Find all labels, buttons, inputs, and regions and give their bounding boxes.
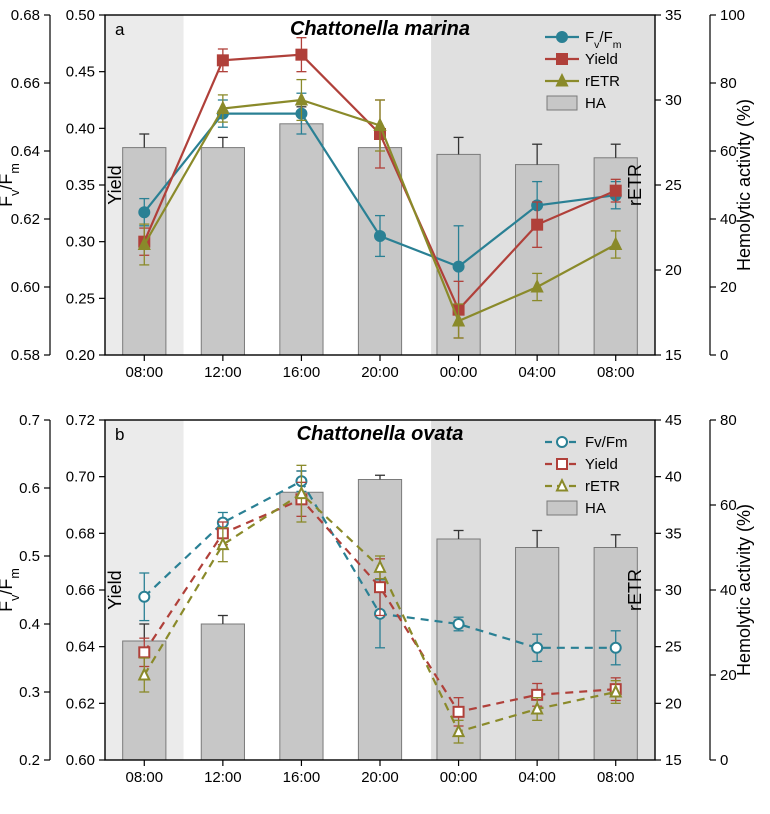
x-tick-label: 16:00 <box>283 364 321 381</box>
y-tick-label: 0.5 <box>19 548 40 565</box>
panel-id: b <box>115 425 124 444</box>
y-tick-label: 0.60 <box>11 279 40 296</box>
bar <box>201 624 244 760</box>
y-tick-label: 20 <box>665 262 682 279</box>
y-tick-label: 40 <box>665 469 682 486</box>
y-tick-label: 0.35 <box>66 177 95 194</box>
y-tick-label: 0.45 <box>66 64 95 81</box>
y-tick-label: 15 <box>665 752 682 769</box>
axis-label-fvfm: Fv/Fm <box>0 568 22 612</box>
y-tick-label: 30 <box>665 582 682 599</box>
y-tick-label: 0 <box>720 347 728 364</box>
y-tick-label: 0.66 <box>11 75 40 92</box>
y-tick-label: 25 <box>665 639 682 656</box>
y-tick-label: 0.68 <box>11 7 40 24</box>
y-tick-label: 35 <box>665 525 682 542</box>
y-tick-label: 0.60 <box>66 752 95 769</box>
legend-label: Yield <box>585 456 618 473</box>
y-tick-label: 0.40 <box>66 120 95 137</box>
y-tick-label: 45 <box>665 412 682 429</box>
y-tick-label: 0.20 <box>66 347 95 364</box>
y-tick-label: 0.2 <box>19 752 40 769</box>
y-tick-label: 0.7 <box>19 412 40 429</box>
y-tick-label: 0.50 <box>66 7 95 24</box>
y-tick-label: 0.64 <box>11 143 40 160</box>
panel-a: 08:00 12:00 16:00 20:00 00:00 04:00 08:00 0.58 0… <box>0 7 754 381</box>
x-tick-label: 08:00 <box>126 364 164 381</box>
legend-label: rETR <box>585 73 620 90</box>
x-tick-label: 20:00 <box>361 364 399 381</box>
y-tick-label: 35 <box>665 7 682 24</box>
panel-title: Chattonella marina <box>290 18 470 40</box>
panel-title: Chattonella ovata <box>297 423 464 445</box>
panel-id: a <box>115 20 125 39</box>
axis-label-ha: Hemolytic activity (%) <box>734 99 754 271</box>
legend-label: Fv/Fm <box>585 434 628 451</box>
y-tick-label: 25 <box>665 177 682 194</box>
axis-label-ha: Hemolytic activity (%) <box>734 504 754 676</box>
y-tick-label: 0.62 <box>66 695 95 712</box>
axis-label-retr: rETR <box>625 164 645 206</box>
x-tick-label: 20:00 <box>361 769 399 786</box>
x-tick-label: 04:00 <box>518 769 556 786</box>
y-tick-label: 15 <box>665 347 682 364</box>
y-tick-label: 0.25 <box>66 290 95 307</box>
figure: 08:0012:0016:0020:0000:0004:0008:000.580… <box>0 0 770 814</box>
x-tick-label: 08:00 <box>597 769 635 786</box>
axis-label-yield: Yield <box>105 165 125 204</box>
y-tick-label: 30 <box>665 92 682 109</box>
y-tick-label: 0.72 <box>66 412 95 429</box>
y-tick-label: 0.4 <box>19 616 40 633</box>
axis-label-fvfm: Fv/Fm <box>0 163 22 207</box>
y-tick-label: 20 <box>665 695 682 712</box>
panel-b: 08:00 12:00 16:00 20:00 00:00 04:00 08:00 0.2 0.… <box>0 412 754 786</box>
x-tick-label: 00:00 <box>440 769 478 786</box>
y-tick-label: 0.68 <box>66 525 95 542</box>
x-tick-label: 00:00 <box>440 364 478 381</box>
y-tick-label: 80 <box>720 412 737 429</box>
legend-label: HA <box>585 500 606 517</box>
x-tick-label: 08:00 <box>126 769 164 786</box>
y-tick-label: 100 <box>720 7 745 24</box>
x-tick-label: 12:00 <box>204 364 242 381</box>
y-tick-label: 0 <box>720 752 728 769</box>
bar <box>280 124 323 355</box>
bar <box>280 492 323 760</box>
y-tick-label: 0.62 <box>11 211 40 228</box>
y-tick-label: 0.66 <box>66 582 95 599</box>
x-tick-label: 04:00 <box>518 364 556 381</box>
y-tick-label: 20 <box>720 279 737 296</box>
x-tick-label: 12:00 <box>204 769 242 786</box>
y-tick-label: 0.3 <box>19 684 40 701</box>
y-tick-label: 80 <box>720 75 737 92</box>
y-tick-label: 0.30 <box>66 234 95 251</box>
axis-label-yield: Yield <box>105 570 125 609</box>
legend-label: rETR <box>585 478 620 495</box>
axis-label-retr: rETR <box>625 569 645 611</box>
x-tick-label: 16:00 <box>283 769 321 786</box>
y-tick-label: 0.64 <box>66 639 95 656</box>
y-tick-label: 0.6 <box>19 480 40 497</box>
y-tick-label: 0.70 <box>66 469 95 486</box>
y-tick-label: 0.58 <box>11 347 40 364</box>
x-tick-label: 08:00 <box>597 364 635 381</box>
legend-label: Yield <box>585 51 618 68</box>
bar <box>201 148 244 355</box>
legend-label: HA <box>585 95 606 112</box>
